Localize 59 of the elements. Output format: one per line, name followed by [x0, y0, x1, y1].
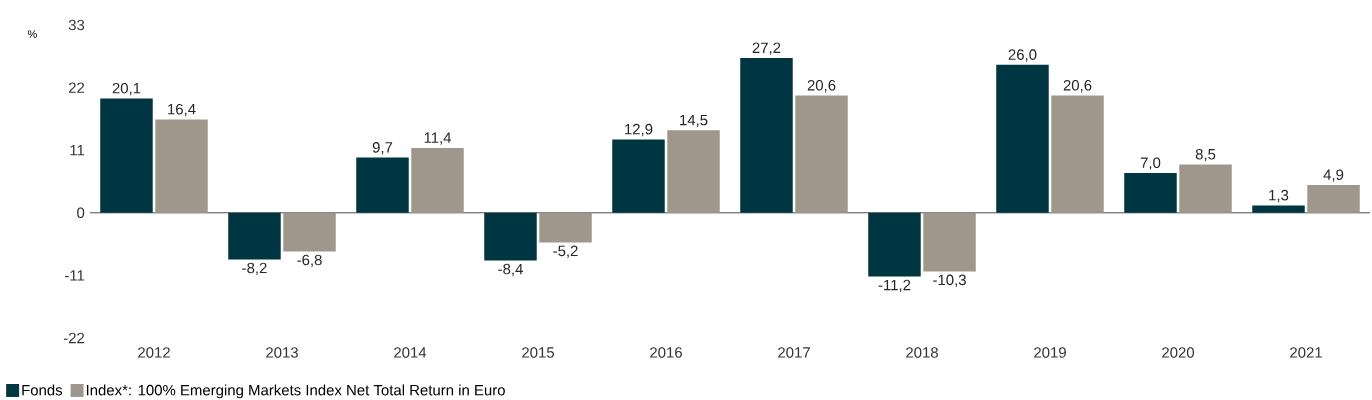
data-label: 20,6 [807, 80, 836, 93]
data-label: 16,4 [168, 103, 196, 117]
data-label: -8,2 [242, 262, 267, 275]
x-tick-label: 2021 [1290, 347, 1322, 358]
data-label: 7,0 [1140, 157, 1161, 170]
bar [228, 212, 281, 260]
bar [1051, 95, 1104, 213]
bar [1179, 164, 1232, 213]
bar [356, 157, 409, 213]
bar [868, 212, 921, 277]
data-label: 1,3 [1269, 189, 1289, 203]
bar [740, 58, 793, 213]
data-label: 20,1 [112, 82, 141, 96]
x-tick-label: 2015 [522, 347, 554, 358]
y-tick-label: 0 [77, 207, 85, 219]
bar [1124, 172, 1177, 213]
y-tick-label: -22 [63, 332, 85, 344]
data-label: 14,5 [680, 114, 708, 128]
data-label: 20,6 [1063, 80, 1092, 93]
bar [283, 212, 336, 252]
bar [1252, 205, 1305, 213]
y-tick-label: 33 [68, 19, 85, 31]
data-label: 8,5 [1195, 148, 1216, 162]
bar [667, 130, 720, 213]
bar [484, 212, 537, 261]
y-tick-label: -11 [64, 270, 85, 281]
y-axis-title: % [27, 30, 37, 38]
x-tick-label: 2019 [1034, 347, 1066, 358]
bar [996, 64, 1049, 213]
data-label: -8,4 [498, 263, 523, 277]
bar [155, 119, 208, 213]
x-tick-label: 2020 [1162, 347, 1195, 358]
bar [923, 212, 976, 272]
y-tick-label: 22 [68, 82, 85, 93]
data-label: 27,2 [752, 42, 781, 55]
data-label: -10,3 [933, 274, 966, 287]
data-label: 11,4 [424, 132, 452, 145]
bar [612, 139, 665, 213]
y-tick-label: 11 [70, 145, 85, 156]
data-label: -11,2 [878, 279, 911, 293]
bar [100, 98, 153, 213]
legend-label: Index*: 100% Emerging Markets Index Net Total Return in Euro [86, 384, 505, 399]
x-tick-label: 2017 [778, 347, 810, 358]
data-label: 4,9 [1323, 169, 1344, 182]
x-tick-label: 2013 [266, 347, 298, 358]
data-label: 12,9 [625, 123, 653, 137]
data-label: 26,0 [1008, 49, 1037, 62]
data-label: 9,7 [372, 142, 393, 155]
data-label: -6,8 [297, 254, 322, 268]
legend-label: Fonds [22, 384, 63, 396]
bar [1307, 184, 1360, 213]
data-label: -5,2 [553, 245, 578, 258]
bar [539, 212, 592, 243]
x-tick-label: 2016 [650, 347, 682, 358]
x-tick-label: 2014 [394, 347, 427, 358]
bar [411, 147, 464, 213]
x-tick-label: 2012 [138, 347, 170, 358]
bar [795, 95, 848, 213]
x-tick-label: 2018 [906, 347, 938, 358]
